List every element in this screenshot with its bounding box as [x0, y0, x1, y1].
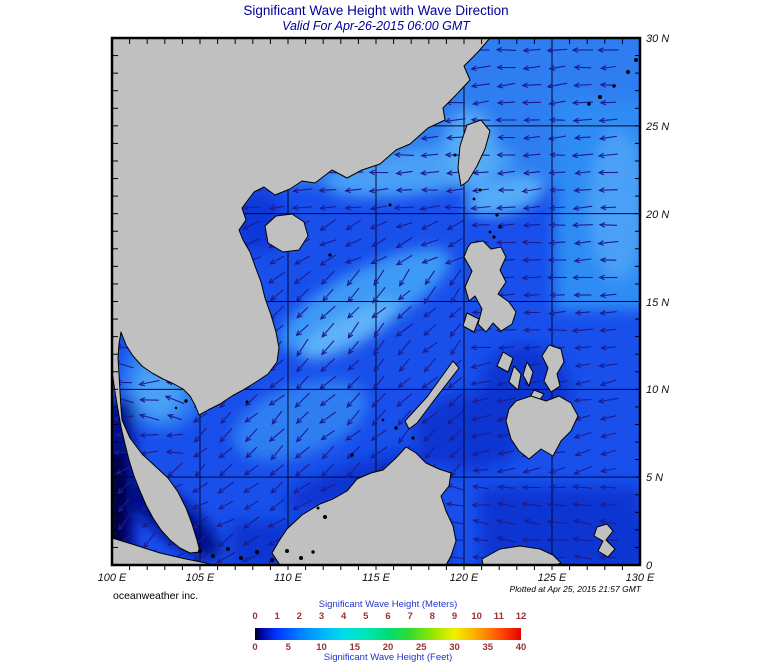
colorbar-tick: 4	[341, 611, 347, 622]
land-china-indochina	[112, 38, 491, 554]
lat-label: 20 N	[646, 208, 670, 221]
colorbar-tick: 2	[296, 611, 302, 622]
valid-time-subtitle: Valid For Apr-26-2015 06:00 GMT	[282, 19, 470, 33]
land-mindoro	[462, 312, 480, 333]
colorbar-tick: 0	[252, 642, 258, 653]
land-negros	[508, 365, 522, 391]
land-luzon	[463, 240, 517, 333]
colorbar-title-feet: Significant Wave Height (Feet)	[323, 652, 453, 663]
lon-label: 120 E	[449, 572, 479, 584]
lon-label: 105 E	[185, 572, 215, 584]
colorbar-tick: 6	[385, 611, 391, 622]
colorbar-tick: 25	[415, 642, 427, 653]
colorbar-gradient	[255, 628, 521, 640]
land-masses	[112, 38, 638, 565]
oceanweather-credit: oceanweather inc.	[113, 590, 199, 602]
lon-label: 130 E	[625, 572, 655, 584]
colorbar-tick: 1	[274, 611, 280, 622]
colorbar-tick: 30	[449, 642, 460, 653]
colorbar-meter-ticks: 0 1 2 3 4 5 6 7 8 9 10 11 12	[252, 611, 526, 622]
land-sumatra	[112, 537, 213, 565]
colorbar-tick: 0	[252, 611, 258, 622]
map-border	[110, 36, 642, 567]
lon-label: 100 E	[97, 572, 127, 584]
lat-label: 25 N	[646, 120, 670, 133]
colorbar-tick: 9	[451, 611, 458, 622]
lon-label: 110 E	[274, 572, 302, 584]
colorbar-tick: 11	[493, 611, 504, 622]
land-mindanao	[505, 395, 579, 460]
lat-label: 10 N	[646, 384, 670, 397]
lat-label: 5 N	[646, 472, 664, 485]
land-cebu	[522, 361, 534, 387]
small-islands	[174, 58, 638, 562]
colorbar-tick: 35	[482, 642, 494, 653]
land-taiwan	[457, 119, 491, 187]
lon-label: 115 E	[362, 572, 390, 584]
lat-label: 0	[646, 560, 653, 572]
land-panay	[496, 351, 514, 373]
land-samar-leyte	[541, 344, 565, 393]
land-sulawesi	[481, 545, 562, 565]
lon-label: 125 E	[537, 572, 567, 584]
page-title: Significant Wave Height with Wave Direct…	[243, 3, 509, 18]
colorbar-tick: 40	[515, 642, 527, 653]
degree-ticks	[113, 39, 639, 570]
colorbar-tick: 20	[382, 642, 394, 653]
colorbar-tick: 8	[429, 611, 435, 622]
colorbar-tick: 12	[515, 611, 527, 622]
colorbar-tick: 10	[471, 611, 482, 622]
plotted-timestamp: Plotted at Apr 25, 2015 21:57 GMT	[509, 584, 641, 594]
land-palawan	[404, 360, 460, 430]
colorbar-tick: 5	[363, 611, 369, 622]
land-borneo	[271, 446, 457, 565]
colorbar-tick: 5	[285, 642, 291, 653]
colorbar-tick: 10	[316, 642, 327, 653]
colorbar-feet-ticks: 0 5 10 15 20 25 30 35 40	[252, 642, 526, 653]
land-hainan	[264, 213, 309, 253]
colorbar-tick: 7	[407, 611, 413, 622]
colorbar-tick: 15	[349, 642, 361, 653]
lat-label: 30 N	[646, 33, 670, 45]
colorbar-title-meters: Significant Wave Height (Meters)	[318, 599, 458, 610]
lat-label: 15 N	[646, 296, 670, 309]
colorbar-tick: 3	[318, 611, 325, 622]
land-halmahera	[593, 523, 616, 558]
